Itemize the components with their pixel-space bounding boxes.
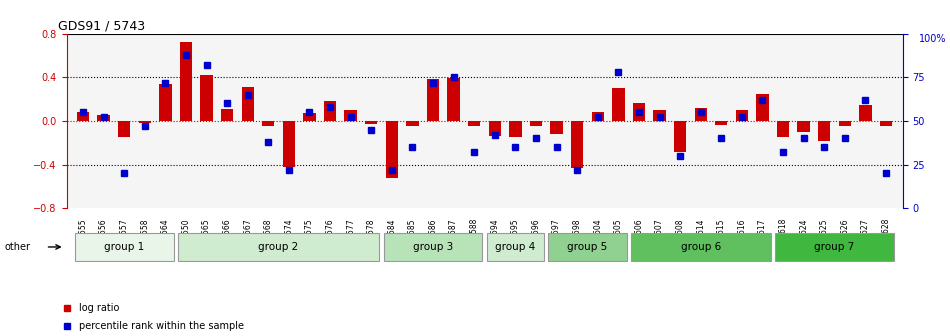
Bar (509, 121, 522, 137)
Bar (488, 121, 501, 136)
Bar (427, 79, 439, 121)
Bar (386, 121, 398, 178)
Bar (200, 75, 213, 121)
Text: group 6: group 6 (680, 242, 721, 252)
Bar (592, 112, 604, 121)
FancyBboxPatch shape (178, 233, 379, 261)
Text: log ratio: log ratio (79, 303, 120, 313)
Bar (674, 121, 686, 152)
FancyBboxPatch shape (384, 233, 483, 261)
Bar (612, 88, 624, 121)
Text: group 7: group 7 (814, 242, 855, 252)
Text: other: other (5, 242, 30, 252)
Bar (241, 87, 254, 121)
Bar (303, 113, 315, 121)
Text: group 2: group 2 (258, 242, 298, 252)
Bar (262, 121, 275, 126)
Bar (345, 110, 357, 121)
FancyBboxPatch shape (548, 233, 627, 261)
Text: group 4: group 4 (495, 242, 536, 252)
Bar (715, 121, 728, 125)
Text: group 1: group 1 (104, 242, 144, 252)
Bar (180, 42, 192, 121)
Text: percentile rank within the sample: percentile rank within the sample (79, 321, 244, 331)
Bar (139, 121, 151, 123)
Bar (859, 104, 871, 121)
Bar (880, 121, 892, 126)
Bar (118, 121, 130, 137)
Bar (98, 116, 110, 121)
Bar (654, 110, 666, 121)
Bar (818, 121, 830, 140)
Bar (221, 109, 234, 121)
Text: 100%: 100% (920, 34, 947, 44)
FancyBboxPatch shape (75, 233, 174, 261)
Bar (468, 121, 481, 126)
FancyBboxPatch shape (631, 233, 770, 261)
Bar (571, 121, 583, 168)
Bar (777, 121, 789, 137)
Bar (756, 94, 769, 121)
Bar (365, 121, 377, 124)
Text: group 3: group 3 (413, 242, 453, 252)
Bar (324, 101, 336, 121)
Bar (839, 121, 851, 126)
Text: GDS91 / 5743: GDS91 / 5743 (58, 19, 145, 33)
Bar (530, 121, 542, 126)
Bar (735, 110, 748, 121)
Bar (283, 121, 295, 167)
Bar (633, 103, 645, 121)
Bar (407, 121, 419, 126)
Bar (160, 84, 172, 121)
Bar (77, 112, 89, 121)
FancyBboxPatch shape (486, 233, 544, 261)
FancyBboxPatch shape (775, 233, 894, 261)
Bar (550, 121, 562, 134)
Text: group 5: group 5 (567, 242, 608, 252)
Bar (797, 121, 809, 132)
Bar (447, 78, 460, 121)
Bar (694, 108, 707, 121)
